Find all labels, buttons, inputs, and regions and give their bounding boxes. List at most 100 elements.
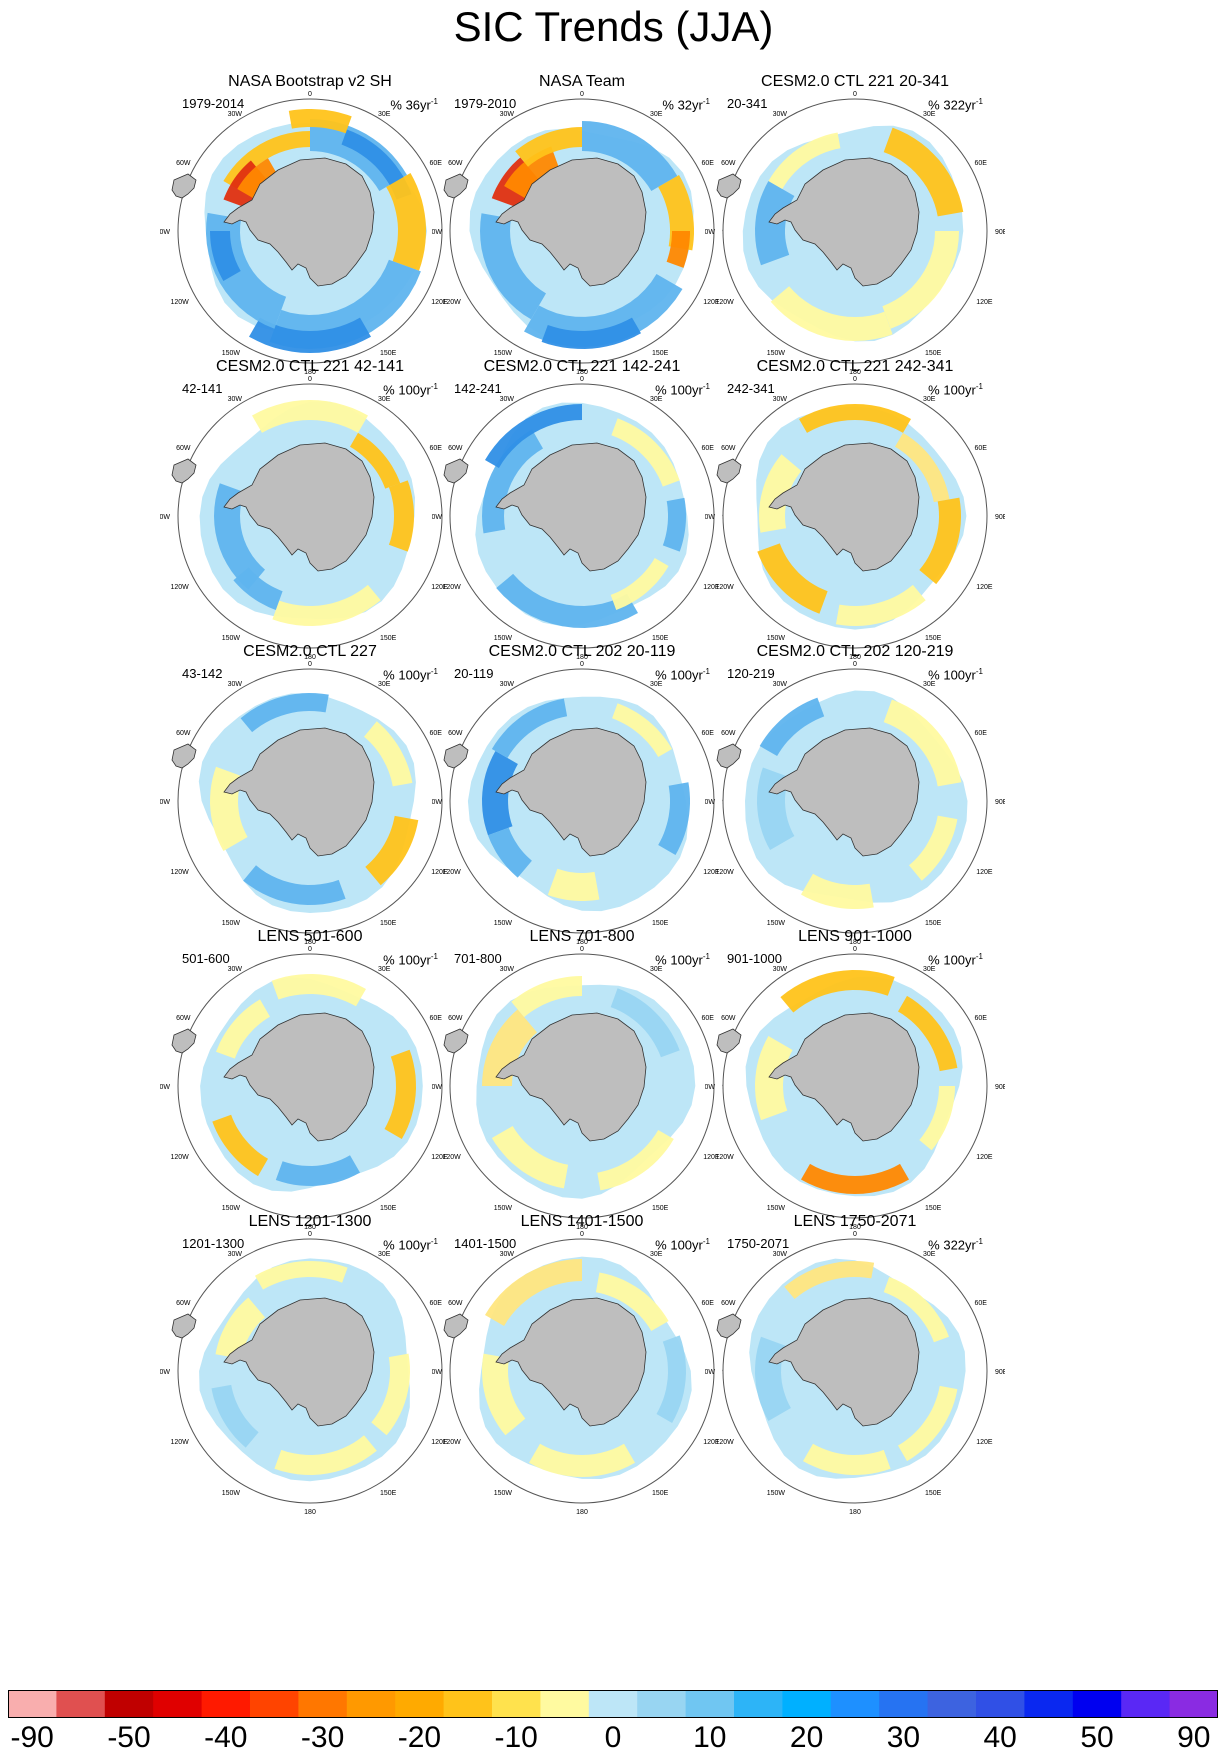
trend-patches — [482, 404, 686, 628]
longitude-label: 120E — [431, 869, 448, 876]
longitude-label: 120E — [431, 584, 448, 591]
longitude-label: 150E — [652, 635, 669, 642]
longitude-label: 150W — [494, 1205, 513, 1212]
colorbar-swatch — [443, 1690, 493, 1718]
colorbar-swatch — [1121, 1690, 1171, 1718]
longitude-label: 30E — [378, 1251, 391, 1258]
colorbar-swatch — [104, 1690, 154, 1718]
longitude-label: 120W — [716, 869, 735, 876]
units-text: % 100yr — [655, 952, 703, 968]
longitude-label: 30E — [650, 111, 663, 118]
panel-units-label: % 100yr-1 — [655, 664, 710, 683]
longitude-label: 150E — [380, 1205, 397, 1212]
antarctica-landmass — [223, 1012, 375, 1142]
longitude-label: 30E — [650, 681, 663, 688]
polar-map: 030E60E90E120E150E180150W120W90W60W30W — [432, 946, 732, 1231]
trend-patch — [759, 454, 802, 533]
polar-map: 030E60E90E120E150E180150W120W90W60W30W — [432, 376, 732, 661]
colorbar-tick-label: 50 — [1080, 1721, 1114, 1754]
longitude-label: 120E — [976, 584, 993, 591]
units-text: % 100yr — [928, 952, 976, 968]
trend-patches — [211, 1261, 410, 1475]
panel-units-label: % 100yr-1 — [383, 949, 438, 968]
longitude-label: 30W — [500, 1251, 515, 1258]
antarctica-landmass — [495, 1012, 647, 1142]
longitude-label: 30E — [378, 681, 391, 688]
trend-patch — [547, 868, 600, 901]
colorbar — [8, 1690, 1218, 1718]
polar-map: 030E60E90E120E150E180150W120W90W60W30W — [432, 661, 732, 946]
longitude-label: 150W — [222, 350, 241, 357]
longitude-label: 30W — [773, 966, 788, 973]
longitude-label: 30E — [923, 1251, 936, 1258]
panel-title: LENS 501-600 — [257, 928, 363, 945]
longitude-label: 60E — [702, 1015, 715, 1022]
trend-patch — [288, 109, 352, 134]
south-america-tip — [443, 1028, 469, 1054]
trend-patch — [610, 988, 680, 1058]
longitude-label: 120W — [443, 1439, 462, 1446]
longitude-label: 150W — [494, 920, 513, 927]
polar-map: 030E60E90E120E150E180150W120W90W60W30W — [160, 946, 460, 1231]
colorbar-swatch — [8, 1690, 57, 1718]
trend-patch — [803, 1443, 891, 1475]
colorbar-tick-label: -30 — [300, 1721, 345, 1754]
longitude-label: 30W — [773, 1251, 788, 1258]
trend-patch — [801, 873, 874, 909]
south-america-tip — [716, 1028, 742, 1054]
map-panel: 030E60E90E120E150E180150W120W90W60W30WLE… — [432, 927, 732, 1242]
longitude-label: 90E — [995, 514, 1005, 521]
trend-patch — [364, 721, 413, 787]
longitude-label: 60W — [721, 1300, 736, 1307]
longitude-label: 0 — [580, 661, 584, 668]
trend-patch — [582, 121, 678, 191]
colorbar-tick-label: 40 — [983, 1721, 1017, 1754]
trend-patch — [757, 543, 828, 614]
longitude-label: 150E — [652, 1205, 669, 1212]
panel-units-label: % 100yr-1 — [928, 664, 983, 683]
longitude-label: 30E — [378, 966, 391, 973]
colorbar-swatch — [879, 1690, 929, 1718]
trend-patch — [233, 567, 283, 610]
longitude-label: 30W — [228, 681, 243, 688]
trend-patch — [898, 995, 958, 1072]
colorbar-swatch — [298, 1690, 348, 1718]
trend-patch — [504, 146, 560, 198]
south-america-tip — [443, 458, 469, 484]
longitude-label: 90E — [995, 1084, 1005, 1091]
longitude-label: 0 — [308, 946, 312, 953]
longitude-label: 30E — [650, 396, 663, 403]
longitude-label: 30E — [923, 396, 936, 403]
units-exponent: -1 — [430, 97, 438, 106]
panel-period-label: 42-141 — [182, 381, 223, 396]
colorbar-labels: -90 -50 -40 -30 -20 -10 0 10 20 30 40 50 90 — [0, 1720, 1227, 1760]
units-text: % 100yr — [655, 667, 703, 683]
panel-period-label: 20-119 — [454, 666, 494, 681]
longitude-label: 90W — [705, 229, 715, 236]
longitude-label: 180 — [576, 369, 588, 376]
antarctica-landmass — [495, 157, 647, 287]
colorbar-tick-label: 90 — [1177, 1721, 1211, 1754]
south-america-tip — [443, 743, 469, 769]
panel-period-label: 1401-1500 — [454, 1236, 517, 1251]
panel-period-label: 501-600 — [182, 951, 230, 966]
longitude-label: 150E — [380, 350, 397, 357]
longitude-label: 120W — [716, 299, 735, 306]
trend-patches — [482, 1259, 686, 1477]
longitude-label: 90W — [432, 514, 442, 521]
longitude-label: 30W — [500, 111, 515, 118]
longitude-label: 60E — [975, 730, 988, 737]
trend-patches — [482, 976, 680, 1191]
longitude-label: 120E — [976, 1439, 993, 1446]
units-text: % 100yr — [383, 667, 431, 683]
longitude-label: 150E — [925, 350, 942, 357]
longitude-label: 0 — [853, 376, 857, 383]
trend-patch — [341, 129, 412, 200]
longitude-label: 150E — [925, 635, 942, 642]
panel-units-label: % 100yr-1 — [928, 379, 983, 398]
longitude-label: 90W — [160, 799, 170, 806]
units-exponent: -1 — [702, 952, 710, 961]
south-america-tip — [171, 458, 197, 484]
panel-period-label: 242-341 — [727, 381, 775, 396]
longitude-label: 120E — [431, 299, 448, 306]
